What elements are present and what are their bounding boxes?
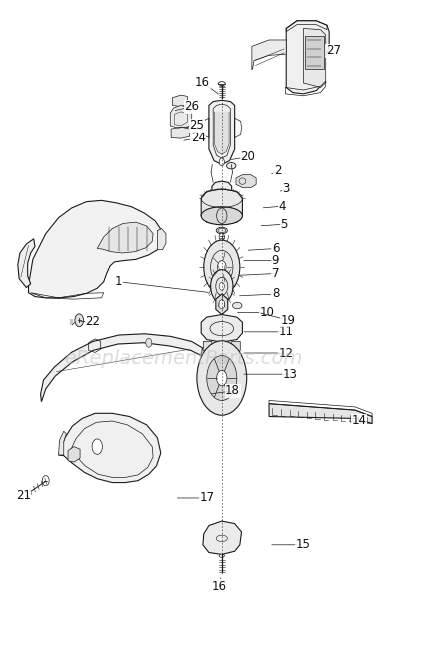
Text: 7: 7 [271, 267, 279, 280]
Text: 5: 5 [280, 217, 287, 230]
Polygon shape [59, 432, 66, 455]
Ellipse shape [232, 302, 241, 309]
Text: 16: 16 [212, 580, 227, 593]
Polygon shape [97, 222, 153, 253]
Text: 6: 6 [271, 242, 279, 255]
Text: 10: 10 [259, 306, 274, 319]
Circle shape [219, 233, 224, 241]
Circle shape [42, 476, 49, 486]
Circle shape [203, 240, 239, 294]
Text: 2: 2 [273, 164, 281, 177]
Text: 1: 1 [115, 276, 122, 289]
Text: 24: 24 [190, 131, 205, 144]
Text: 3: 3 [282, 182, 289, 195]
Polygon shape [203, 342, 211, 353]
Text: 12: 12 [278, 347, 293, 360]
Text: 22: 22 [85, 315, 100, 328]
Polygon shape [211, 181, 231, 201]
Circle shape [145, 338, 151, 347]
Polygon shape [201, 314, 242, 342]
Circle shape [206, 356, 236, 400]
Circle shape [218, 300, 224, 309]
Text: 15: 15 [295, 538, 310, 551]
Polygon shape [286, 21, 329, 94]
Text: 27: 27 [325, 45, 340, 58]
Text: 4: 4 [277, 200, 285, 213]
Circle shape [217, 261, 226, 274]
Polygon shape [202, 521, 241, 554]
Polygon shape [235, 175, 256, 188]
Circle shape [92, 439, 102, 454]
Polygon shape [170, 105, 191, 129]
Circle shape [219, 158, 224, 166]
Ellipse shape [226, 162, 235, 169]
Polygon shape [208, 100, 234, 164]
Circle shape [210, 270, 233, 303]
Polygon shape [171, 127, 189, 138]
Text: 9: 9 [271, 254, 279, 267]
Ellipse shape [218, 82, 225, 85]
Text: 20: 20 [240, 150, 254, 163]
Text: 19: 19 [280, 314, 295, 327]
Polygon shape [59, 413, 161, 483]
Polygon shape [40, 334, 202, 402]
Text: 18: 18 [224, 384, 240, 397]
Polygon shape [172, 95, 187, 107]
Text: 14: 14 [351, 415, 366, 428]
Polygon shape [201, 189, 242, 225]
Polygon shape [215, 294, 227, 314]
Text: 17: 17 [199, 492, 214, 505]
Polygon shape [302, 28, 325, 87]
Ellipse shape [212, 349, 230, 360]
Circle shape [219, 283, 224, 290]
Polygon shape [29, 201, 162, 298]
Text: 16: 16 [194, 76, 210, 89]
Text: 13: 13 [283, 367, 297, 380]
Ellipse shape [217, 243, 226, 248]
Polygon shape [157, 228, 166, 250]
Text: 8: 8 [271, 287, 279, 300]
Text: 25: 25 [189, 120, 204, 133]
Polygon shape [268, 404, 371, 424]
Polygon shape [68, 446, 80, 462]
Polygon shape [217, 344, 226, 356]
Circle shape [197, 341, 246, 415]
Circle shape [75, 314, 83, 327]
Text: 11: 11 [278, 325, 293, 338]
Polygon shape [214, 112, 229, 154]
Ellipse shape [219, 554, 224, 557]
Text: eReplacementParts.com: eReplacementParts.com [64, 349, 302, 368]
Polygon shape [18, 239, 35, 287]
FancyBboxPatch shape [304, 36, 323, 69]
Ellipse shape [201, 207, 242, 225]
Circle shape [216, 370, 227, 386]
Polygon shape [231, 342, 240, 353]
Text: 21: 21 [16, 489, 31, 502]
Text: 26: 26 [184, 100, 199, 113]
Circle shape [219, 243, 224, 249]
Ellipse shape [216, 227, 227, 234]
Polygon shape [251, 40, 286, 70]
